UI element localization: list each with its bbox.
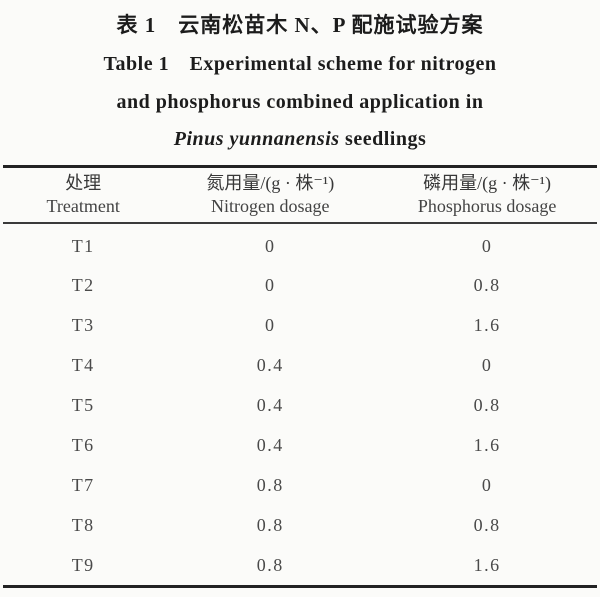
- header-phosphorus-dosage: 磷用量/(g · 株⁻¹) Phosphorus dosage: [377, 166, 597, 224]
- header-phosphorus-en: Phosphorus dosage: [417, 196, 557, 216]
- cell-treatment: T5: [71, 394, 95, 415]
- cell-phosphorus: 0: [481, 474, 493, 495]
- header-treatment: 处理 Treatment: [3, 166, 164, 224]
- table-header: 处理 Treatment 氮用量/(g · 株⁻¹) Nitrogen dosa…: [3, 166, 597, 224]
- cell-nitrogen: 0.8: [256, 554, 284, 575]
- table-row: T7 0.8 0: [3, 465, 597, 505]
- header-nitrogen-en: Nitrogen dosage: [211, 196, 330, 216]
- cell-nitrogen: 0: [265, 314, 276, 335]
- cell-nitrogen: 0: [265, 274, 276, 295]
- table-row: T9 0.8 1.6: [3, 545, 597, 587]
- cell-phosphorus: 1.6: [473, 554, 501, 575]
- experimental-scheme-table: 处理 Treatment 氮用量/(g · 株⁻¹) Nitrogen dosa…: [3, 165, 597, 588]
- cell-phosphorus: 1.6: [473, 314, 501, 335]
- table-row: T3 0 1.6: [3, 305, 597, 345]
- table-row: T5 0.4 0.8: [3, 385, 597, 425]
- cell-phosphorus: 0.8: [473, 274, 501, 295]
- cell-nitrogen: 0.4: [256, 434, 284, 455]
- cell-nitrogen: 0.4: [256, 354, 284, 375]
- table-caption: 表 1 云南松苗木 N、P 配施试验方案 Table 1 Experimenta…: [0, 0, 600, 153]
- cell-treatment: T1: [71, 236, 95, 256]
- cell-nitrogen: 0.8: [256, 514, 284, 535]
- table-row: T2 0 0.8: [3, 265, 597, 305]
- cell-phosphorus: 0: [481, 236, 493, 256]
- table-row: T8 0.8 0.8: [3, 505, 597, 545]
- cell-treatment: T4: [71, 354, 95, 375]
- cell-treatment: T9: [71, 554, 95, 575]
- cell-nitrogen: 0.8: [256, 474, 284, 495]
- cell-treatment: T2: [71, 274, 95, 295]
- table-row: T6 0.4 1.6: [3, 425, 597, 465]
- cell-phosphorus: 1.6: [473, 434, 501, 455]
- cell-treatment: T7: [71, 474, 95, 495]
- header-treatment-cn: 处理: [65, 173, 102, 193]
- header-treatment-en: Treatment: [46, 196, 120, 216]
- cell-phosphorus: 0: [481, 354, 493, 375]
- caption-english-line-1: Table 1 Experimental scheme for nitrogen: [103, 53, 497, 75]
- table-row: T4 0.4 0: [3, 345, 597, 385]
- caption-seedlings-text: seedlings: [339, 128, 427, 150]
- caption-english-line-2: and phosphorus combined application in: [116, 91, 484, 113]
- cell-treatment: T6: [71, 434, 95, 455]
- cell-treatment: T8: [71, 514, 95, 535]
- header-nitrogen-cn: 氮用量/(g · 株⁻¹): [206, 173, 335, 193]
- caption-english-line-3: Pinus yunnanensis seedlings: [0, 125, 600, 153]
- species-name: Pinus yunnanensis: [173, 128, 340, 150]
- header-phosphorus-cn: 磷用量/(g · 株⁻¹): [423, 173, 552, 193]
- cell-nitrogen: 0.4: [256, 394, 284, 415]
- table-body: T1 0 0 T2 0 0.8 T3 0 1.6 T4 0.4 0 T5 0.4: [3, 223, 597, 587]
- caption-chinese-title: 表 1 云南松苗木 N、P 配施试验方案: [116, 13, 484, 37]
- header-nitrogen-dosage: 氮用量/(g · 株⁻¹) Nitrogen dosage: [163, 166, 378, 224]
- cell-treatment: T3: [71, 314, 95, 335]
- cell-phosphorus: 0.8: [473, 394, 501, 415]
- cell-phosphorus: 0.8: [473, 514, 501, 535]
- table-row: T1 0 0: [3, 223, 597, 265]
- cell-nitrogen: 0: [265, 236, 276, 256]
